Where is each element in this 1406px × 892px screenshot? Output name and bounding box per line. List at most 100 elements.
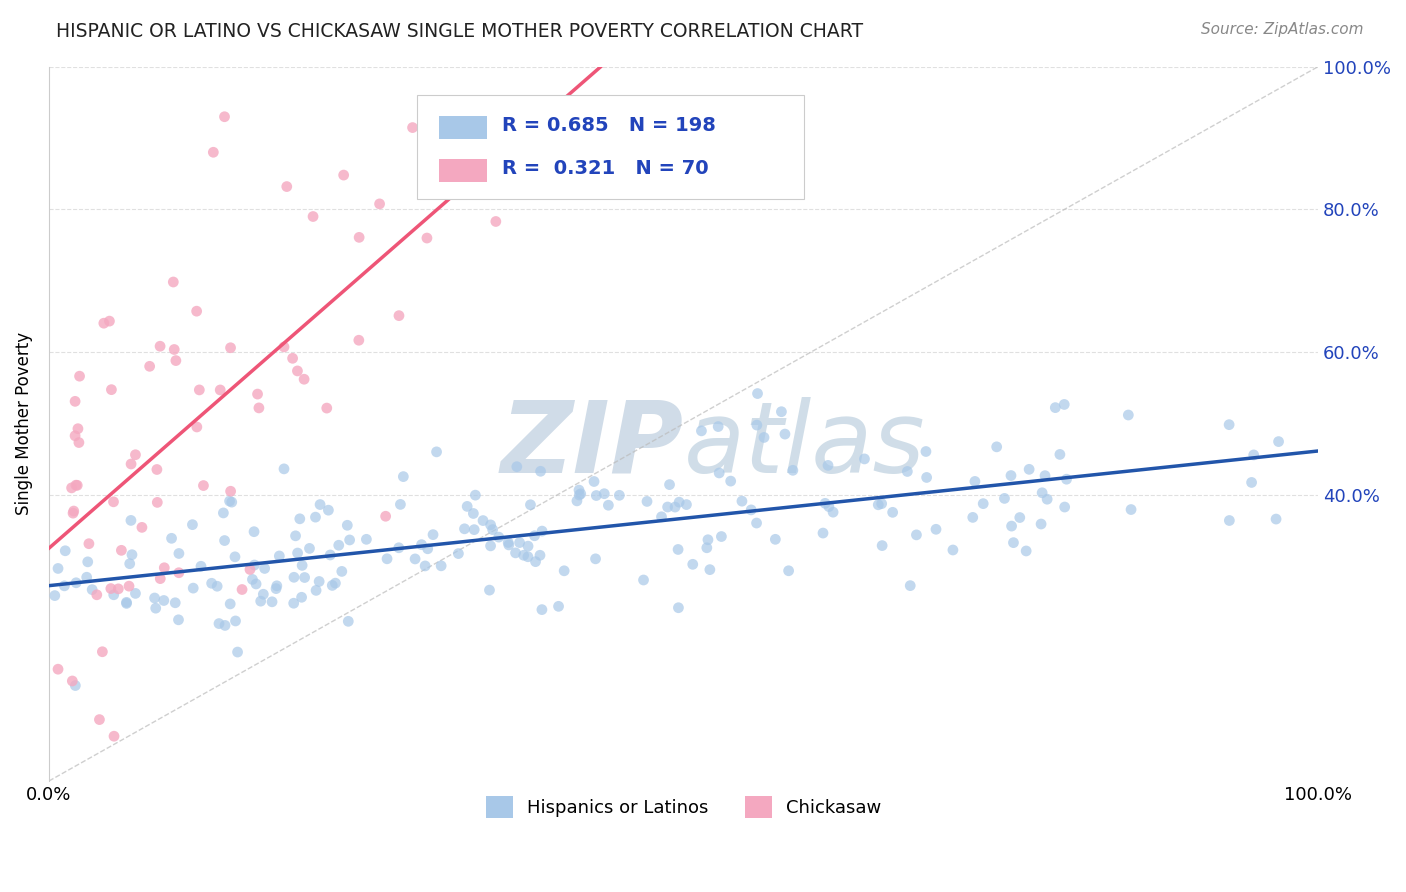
Point (1008, 510, 1031, 524)
Point (218, 494, 240, 508)
Point (745, 516, 768, 530)
Point (814, 496, 837, 510)
Point (231, 582, 253, 597)
Point (496, 535, 519, 549)
Text: Source: ZipAtlas.com: Source: ZipAtlas.com (1201, 22, 1364, 37)
Point (375, 551, 398, 566)
Point (898, 579, 921, 593)
Point (249, 594, 271, 608)
Point (124, 448, 146, 462)
Point (153, 593, 176, 607)
Point (347, 333, 370, 347)
Point (582, 475, 605, 489)
Point (658, 477, 681, 491)
Point (287, 364, 309, 378)
Point (416, 231, 439, 245)
Point (65, 478, 87, 492)
Point (69, 369, 91, 384)
Point (413, 558, 436, 573)
Point (472, 514, 495, 528)
Point (517, 539, 540, 553)
Point (1036, 492, 1059, 507)
Point (283, 570, 305, 584)
Point (181, 517, 204, 532)
Point (65, 575, 87, 590)
Point (212, 506, 235, 520)
Point (392, 469, 415, 483)
Point (607, 45, 630, 60)
Point (110, 543, 132, 558)
Text: R = 0.685   N = 198: R = 0.685 N = 198 (502, 116, 716, 136)
Point (304, 510, 326, 524)
Point (870, 539, 893, 553)
Point (479, 539, 502, 553)
Point (209, 383, 232, 397)
Point (915, 470, 938, 484)
Point (770, 405, 793, 419)
Point (565, 494, 588, 508)
Point (868, 498, 890, 512)
Point (986, 440, 1008, 454)
Point (710, 529, 733, 543)
Point (66, 422, 89, 436)
Point (763, 533, 786, 547)
Point (162, 275, 184, 289)
Point (243, 524, 266, 539)
Point (752, 430, 775, 444)
Point (668, 600, 690, 615)
Point (118, 579, 141, 593)
Point (86, 588, 108, 602)
Point (266, 579, 288, 593)
Point (294, 570, 316, 584)
Point (107, 582, 129, 596)
Point (325, 576, 347, 591)
Point (523, 529, 546, 543)
Point (100, 582, 122, 596)
Point (205, 579, 228, 593)
Point (67, 435, 90, 450)
Point (633, 573, 655, 587)
Point (305, 583, 328, 598)
Point (269, 549, 291, 563)
Point (925, 522, 948, 536)
Point (298, 541, 321, 556)
Point (905, 528, 928, 542)
Point (120, 457, 142, 471)
Point (529, 549, 551, 563)
Point (292, 372, 315, 386)
Point (745, 418, 768, 433)
Point (778, 564, 800, 578)
Point (146, 495, 169, 509)
Point (98, 314, 121, 328)
FancyBboxPatch shape (439, 160, 486, 182)
Point (264, 582, 287, 596)
Point (115, 595, 138, 609)
Point (143, 591, 166, 605)
Point (1018, 462, 1040, 476)
Point (512, 548, 534, 562)
Point (1049, 447, 1071, 461)
Point (1000, 519, 1022, 533)
Point (328, 538, 350, 552)
Point (463, 523, 485, 537)
Point (553, 564, 575, 578)
Point (89, 713, 111, 727)
Point (853, 451, 876, 466)
Point (585, 489, 607, 503)
Point (699, 563, 721, 577)
Point (308, 574, 330, 589)
Point (1056, 472, 1078, 486)
Point (531, 524, 554, 538)
Point (63, 429, 86, 443)
Point (149, 572, 172, 586)
Point (252, 587, 274, 601)
Point (208, 616, 231, 631)
Point (103, 729, 125, 743)
Point (818, 500, 841, 514)
Point (519, 498, 541, 512)
Point (121, 548, 143, 562)
Point (315, 401, 337, 416)
Point (76, 555, 98, 569)
Point (321, 578, 343, 592)
Point (188, 383, 211, 397)
